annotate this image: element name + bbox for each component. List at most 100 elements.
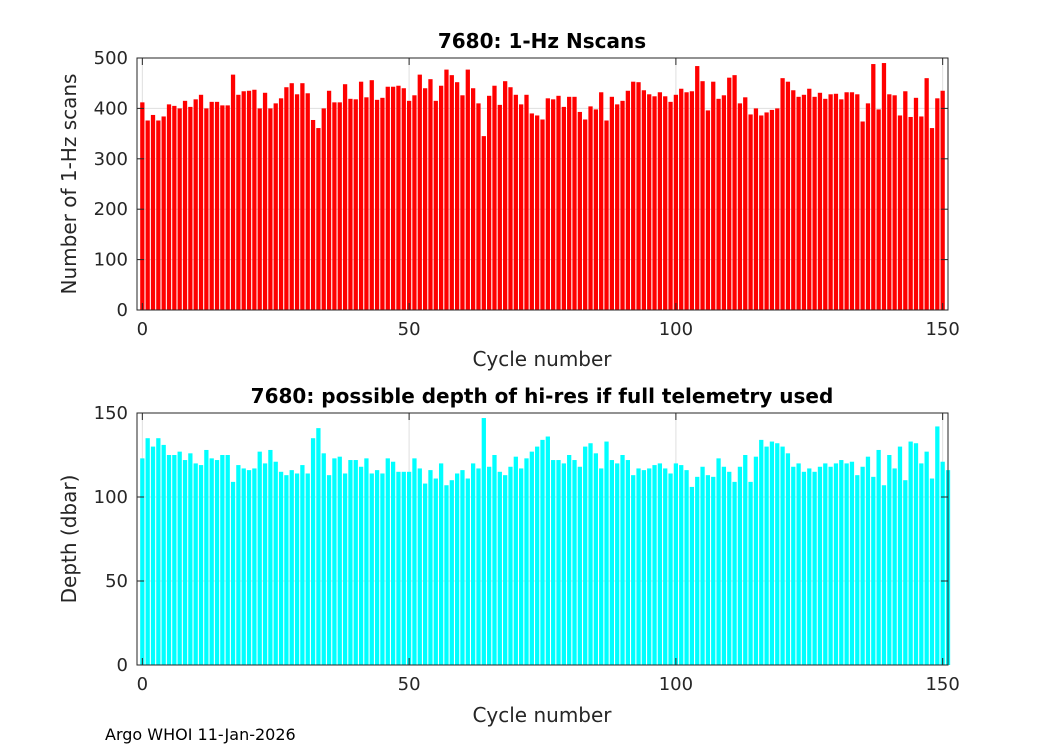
bar xyxy=(657,463,663,665)
bar xyxy=(209,101,214,310)
bar xyxy=(390,86,396,310)
bar xyxy=(844,92,849,311)
bar xyxy=(929,128,935,310)
bar xyxy=(487,95,492,310)
bar xyxy=(332,102,337,310)
bar xyxy=(871,476,876,665)
y-tick-label: 400 xyxy=(94,98,128,119)
x-tick-label: 50 xyxy=(398,674,421,695)
bar xyxy=(177,108,182,311)
bar xyxy=(385,86,390,310)
bar xyxy=(503,81,508,311)
bar xyxy=(390,461,396,665)
bar xyxy=(385,458,390,665)
bar xyxy=(919,463,924,665)
bar xyxy=(204,108,209,311)
bar xyxy=(839,99,844,310)
bar xyxy=(924,78,929,310)
bar xyxy=(641,470,647,665)
bar xyxy=(145,120,150,310)
y-tick-label: 50 xyxy=(105,571,128,592)
bar xyxy=(593,453,598,665)
bar xyxy=(796,96,801,310)
bar xyxy=(903,91,908,310)
bar xyxy=(316,128,321,310)
bar xyxy=(935,426,940,665)
bar xyxy=(284,475,289,665)
y-tick-label: 300 xyxy=(94,149,128,170)
bar xyxy=(481,136,486,310)
bar xyxy=(278,471,284,665)
bar xyxy=(535,115,540,311)
y-axis-label: Depth (dbar) xyxy=(57,475,81,604)
bar xyxy=(257,108,262,311)
bar xyxy=(764,112,769,311)
bar xyxy=(577,111,582,311)
bar xyxy=(487,466,492,665)
bar xyxy=(433,478,438,665)
bar xyxy=(364,458,369,665)
bar xyxy=(700,81,705,311)
bar xyxy=(604,120,609,310)
bar xyxy=(631,475,636,665)
bar xyxy=(471,88,476,311)
bar xyxy=(823,98,828,310)
bar xyxy=(737,103,743,310)
bar xyxy=(753,456,759,665)
x-tick-label: 0 xyxy=(137,674,148,695)
bar xyxy=(412,458,417,665)
bar xyxy=(887,94,892,310)
bar xyxy=(780,78,785,310)
bar xyxy=(833,93,839,310)
bar xyxy=(705,110,711,310)
bar xyxy=(913,443,919,665)
bar xyxy=(262,463,268,665)
bar xyxy=(374,99,380,310)
bar xyxy=(321,108,326,311)
bar xyxy=(796,463,801,665)
bar xyxy=(326,475,332,665)
bar xyxy=(316,428,321,665)
bar xyxy=(711,476,716,665)
bar xyxy=(844,463,849,665)
bar xyxy=(268,449,273,665)
bar xyxy=(561,463,566,665)
bar xyxy=(769,109,775,310)
bar xyxy=(567,96,572,310)
bar xyxy=(182,100,188,310)
bar xyxy=(519,104,524,311)
bar xyxy=(374,470,380,665)
bar xyxy=(305,473,310,665)
bar xyxy=(406,471,412,665)
bar xyxy=(663,468,668,665)
bar xyxy=(567,455,572,665)
bar xyxy=(236,94,241,310)
bar xyxy=(855,94,860,310)
bar xyxy=(721,95,727,310)
bar xyxy=(599,468,604,665)
bar xyxy=(636,468,641,665)
bar xyxy=(305,93,310,310)
bar xyxy=(812,96,817,310)
bar xyxy=(625,460,630,665)
bar xyxy=(849,461,855,665)
bar xyxy=(465,478,470,665)
bar xyxy=(396,471,401,665)
bar xyxy=(230,481,236,665)
bar xyxy=(310,119,316,311)
bar xyxy=(551,460,556,665)
bar xyxy=(513,94,518,310)
bar xyxy=(529,451,534,665)
bar xyxy=(220,455,225,665)
bar xyxy=(759,115,764,311)
bar xyxy=(422,483,428,665)
bar xyxy=(572,96,577,310)
bar xyxy=(775,443,780,665)
bar xyxy=(188,106,193,310)
bar xyxy=(657,92,663,311)
bar xyxy=(140,102,145,310)
bar xyxy=(876,109,881,310)
bar xyxy=(577,466,582,665)
bar xyxy=(140,458,145,665)
bar xyxy=(524,458,529,665)
